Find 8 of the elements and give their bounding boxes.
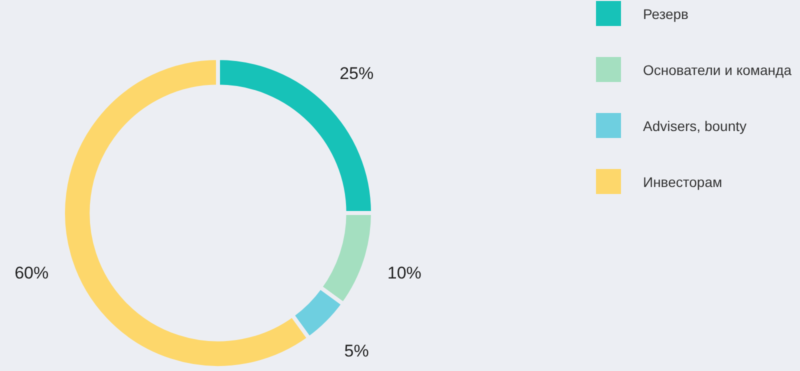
data-label: 5% — [344, 341, 369, 360]
data-label: 25% — [340, 64, 374, 84]
legend-label: Резерв — [643, 6, 688, 22]
data-label: 10% — [387, 263, 422, 282]
legend-label: Инвесторам — [643, 174, 722, 190]
data-label: 60% — [14, 263, 49, 282]
legend-label: Основатели и команда — [643, 62, 792, 78]
legend-label: Advisers, bounty — [643, 118, 746, 134]
